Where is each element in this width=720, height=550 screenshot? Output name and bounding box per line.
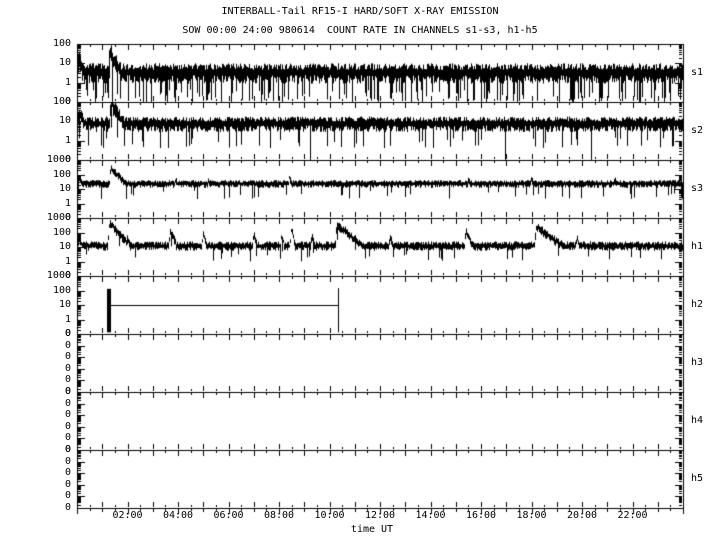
y-tick-label-h5: 0 <box>64 455 71 467</box>
y-tick-label-h3: 0 <box>64 386 71 397</box>
y-tick-label-s1: 0 <box>64 96 71 107</box>
plot-subtitle: SOW 00:00 24:00 980614 COUNT RATE IN CHA… <box>182 25 538 36</box>
y-tick-label-h1: 0 <box>64 270 71 281</box>
y-tick-label-h2: 0 <box>64 328 71 339</box>
y-tick-label-h2: 10 <box>58 299 71 310</box>
y-tick-label-h4: 0 <box>64 397 71 409</box>
y-tick-label-h4: 0 <box>64 386 71 397</box>
channel-label-h1: h1 <box>691 241 704 252</box>
x-tick-label: 02:00 <box>112 510 143 521</box>
y-tick-label-s2: 100 <box>52 96 71 107</box>
x-tick-label: 20:00 <box>566 510 598 521</box>
plot-title: INTERBALL-Tail RF15-I HARD/SOFT X-RAY EM… <box>221 6 499 17</box>
y-tick-label-h5: 0 <box>64 490 71 502</box>
y-tick-label-h3: 0 <box>64 351 71 363</box>
channel-label-h3: h3 <box>691 357 704 368</box>
y-tick-label-h5: 0 <box>64 478 71 490</box>
y-tick-label-h1: 1000 <box>46 212 71 223</box>
x-tick-label: 16:00 <box>465 510 497 521</box>
y-tick-label-s3: 1 <box>64 197 71 209</box>
x-tick-label: 08:00 <box>263 510 295 521</box>
y-tick-label-h3: 0 <box>64 374 71 386</box>
y-tick-label-h4: 0 <box>64 420 71 432</box>
x-tick-label: 04:00 <box>162 510 194 521</box>
x-tick-label: 10:00 <box>314 510 345 521</box>
y-tick-label-h1: 1 <box>64 255 71 267</box>
y-tick-label-h3: 0 <box>64 339 71 351</box>
y-tick-label-s1: 1 <box>64 76 71 88</box>
y-tick-label-s2: 0 <box>64 154 71 165</box>
channel-label-h2: h2 <box>691 299 704 310</box>
x-tick-label: 12:00 <box>364 510 396 521</box>
x-axis-label: time UT <box>350 524 394 535</box>
channel-label-s3: s3 <box>691 183 704 194</box>
y-tick-label-s3: 10 <box>58 183 71 194</box>
y-tick-label-s3: 0 <box>64 212 71 223</box>
x-tick-label: 18:00 <box>516 510 547 521</box>
y-tick-label-h2: 1000 <box>46 270 71 281</box>
y-tick-label-h2: 1 <box>64 313 71 325</box>
y-tick-label-h5: 0 <box>64 467 71 479</box>
y-tick-label-h5: 0 <box>64 444 71 455</box>
y-tick-label-h4: 0 <box>64 432 71 444</box>
x-tick-label: 06:00 <box>213 510 244 521</box>
x-tick-label: 22:00 <box>617 510 648 521</box>
y-tick-label-s3: 100 <box>52 168 71 180</box>
y-tick-label-h3: 0 <box>64 328 71 339</box>
y-tick-label-s1: 100 <box>52 38 71 49</box>
y-tick-label-s2: 10 <box>58 115 71 127</box>
channel-label-s1: s1 <box>691 67 704 78</box>
y-tick-label-h2: 100 <box>52 284 71 296</box>
y-tick-label-h1: 10 <box>58 241 71 252</box>
channel-label-h5: h5 <box>691 473 704 484</box>
y-tick-label-h4: 0 <box>64 409 71 421</box>
y-tick-label-h3: 0 <box>64 362 71 374</box>
y-tick-label-s3: 1000 <box>46 154 71 165</box>
channel-label-s2: s2 <box>691 125 704 136</box>
x-tick-label: 14:00 <box>415 510 446 521</box>
y-tick-label-h5: 0 <box>64 502 71 513</box>
y-tick-label-s1: 10 <box>58 57 71 69</box>
y-tick-label-h4: 0 <box>64 444 71 455</box>
y-tick-label-s2: 1 <box>64 134 71 146</box>
channel-label-h4: h4 <box>691 415 704 426</box>
y-tick-label-h1: 100 <box>52 226 71 238</box>
